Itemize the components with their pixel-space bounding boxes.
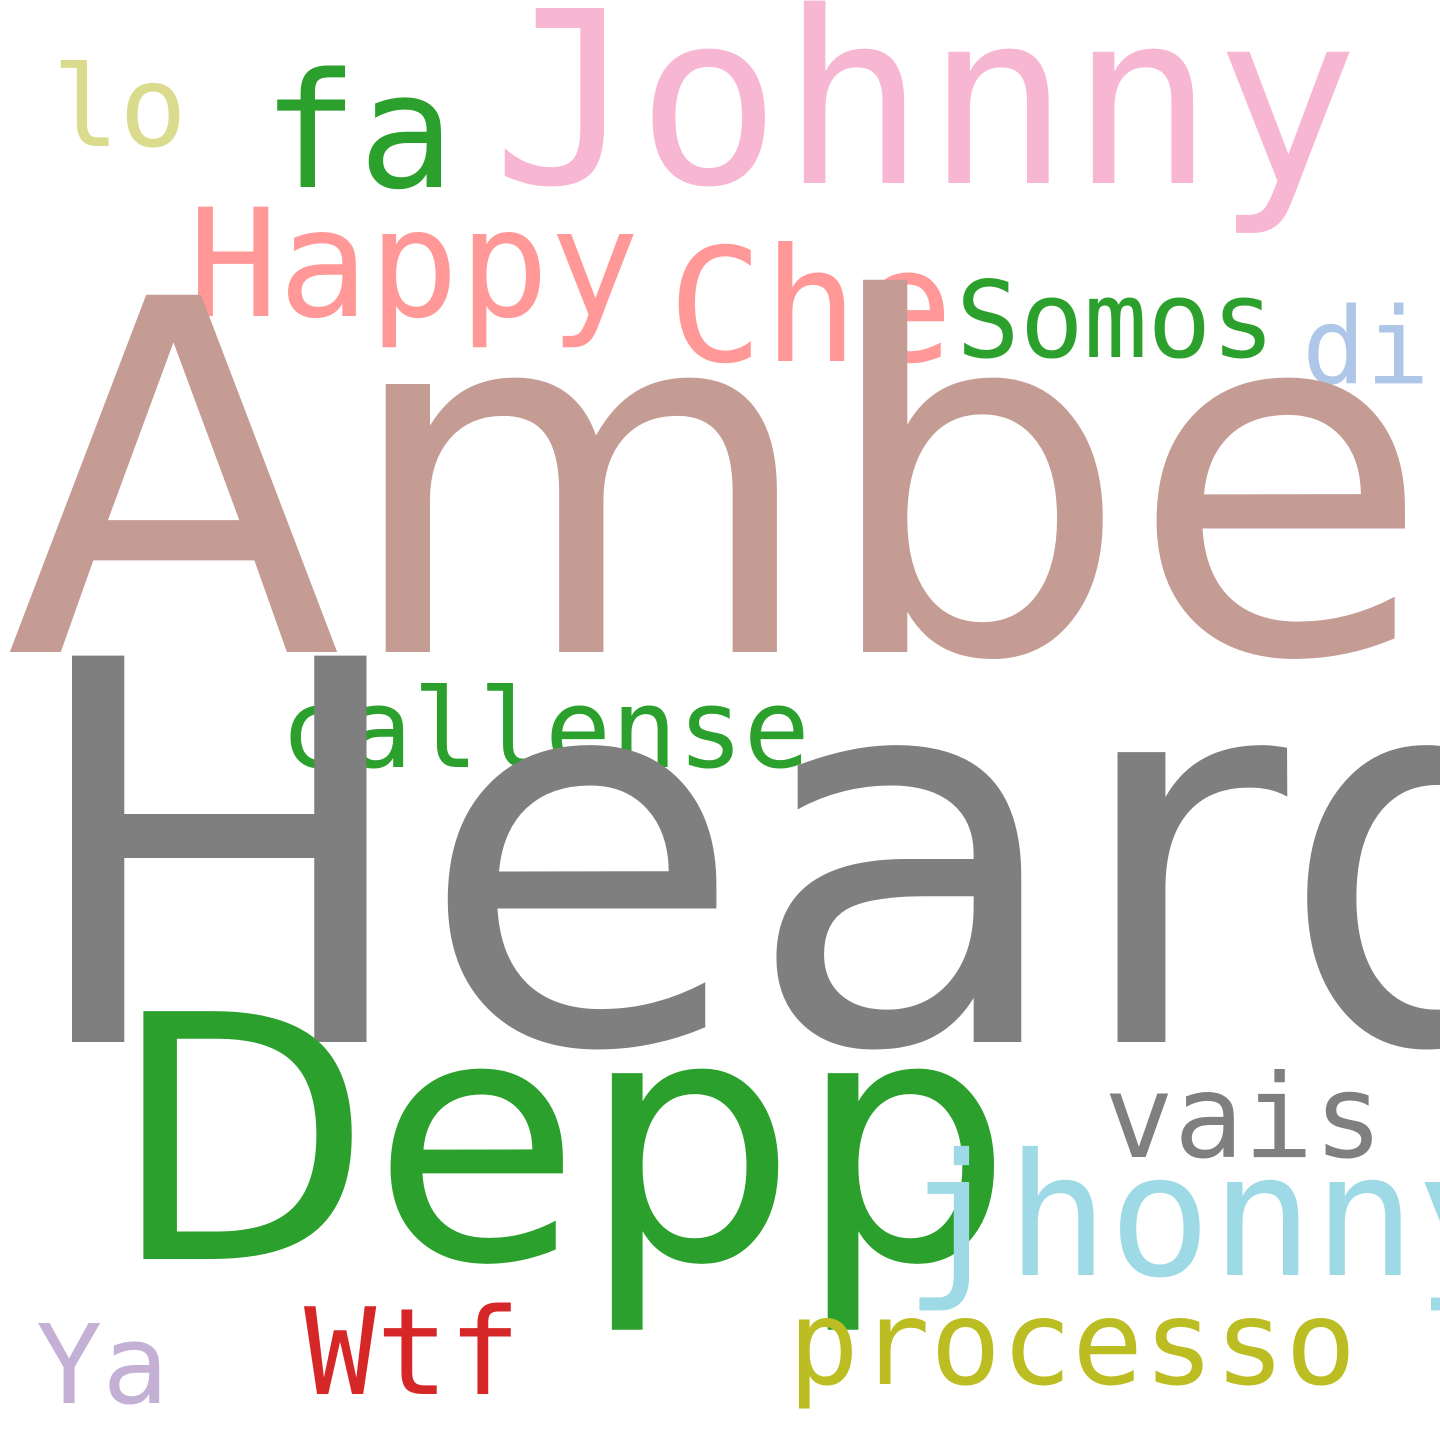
word-ya: Ya (36, 1301, 169, 1429)
word-fa: fa (262, 38, 455, 225)
word-somos: Somos (956, 259, 1276, 382)
word-heard: Heard (20, 550, 1440, 1167)
word-vais: vais (1104, 1050, 1384, 1185)
word-lo: lo (52, 43, 187, 173)
word-happy: Happy (188, 178, 640, 352)
word-depp: Depp (110, 944, 1013, 1340)
word-callense: callense (280, 665, 810, 793)
word-wtf: Wtf (304, 1284, 521, 1423)
word-che: Che (668, 215, 954, 399)
word-johnny: Johnny (492, 0, 1359, 240)
word-amber: Amber (6, 197, 1440, 768)
word-processo: processo (788, 1274, 1357, 1412)
word-di: di (1302, 285, 1430, 408)
word-jhonny: jhonny (904, 1118, 1440, 1316)
